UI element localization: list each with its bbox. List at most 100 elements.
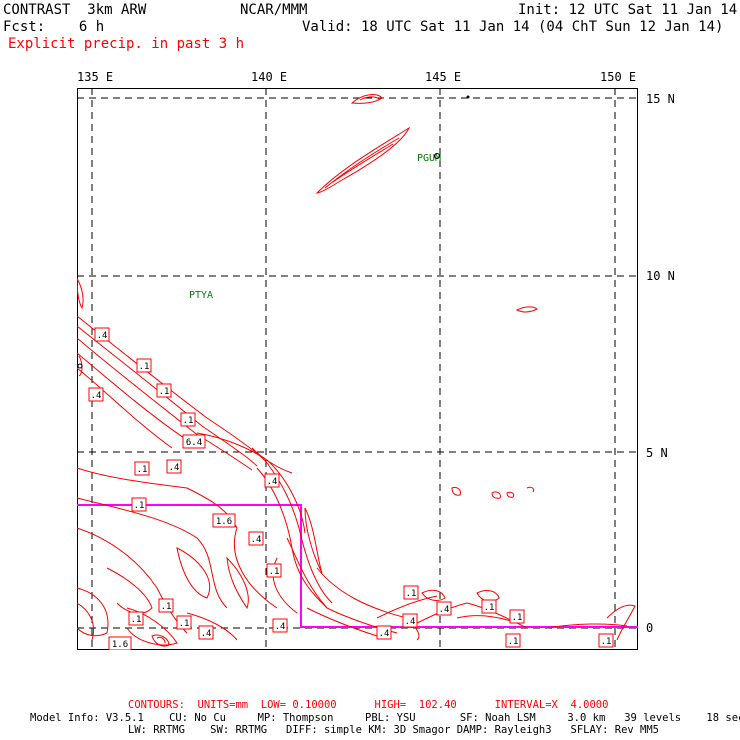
contour-label-text: .1	[134, 501, 145, 511]
contour-label-box	[272, 618, 288, 633]
contour-label-text: .4	[267, 477, 278, 487]
lat-label-5n: 5 N	[646, 446, 668, 460]
valid-time: Valid: 18 UTC Sat 11 Jan 14 (04 ChT Sun …	[302, 19, 724, 35]
contour-label-text: .4	[201, 629, 212, 639]
contour-label-box	[156, 383, 172, 398]
contour-label: .4	[94, 327, 110, 342]
model-info-line-2: LW: RRTMG SW: RRTMG DIFF: simple KM: 3D …	[128, 724, 660, 736]
contour-label-box	[481, 599, 497, 614]
contour-label-box	[598, 633, 614, 648]
contour-label-text: .1	[601, 637, 612, 647]
contour-label: .1	[266, 563, 282, 578]
island-marker-west	[77, 363, 83, 369]
contour-label: .1	[176, 615, 192, 630]
contour-label-box	[509, 609, 525, 624]
precip-map: .4 .1 .1 .4 .1 6.4 .1 .4 .4 .1 1.6 .4 .1 .1 .1 .4 .1 .1 .4…	[77, 88, 638, 650]
contour-label-box	[176, 615, 192, 630]
contour-label-box	[131, 497, 147, 512]
contour-label: .1	[134, 461, 150, 476]
contour-label: .4	[248, 531, 264, 546]
lat-label-0: 0	[646, 621, 654, 635]
contour-info: CONTOURS: UNITS=mm LOW= 0.10000 HIGH= 10…	[128, 699, 609, 711]
contour-label-text: .1	[161, 602, 172, 612]
contour-label-box	[198, 625, 214, 640]
contour-label: 6.4	[182, 434, 206, 449]
contour-label: 1.6	[108, 636, 132, 650]
contour-label-text: 6.4	[186, 438, 202, 448]
org-label: NCAR/MMM	[240, 2, 308, 18]
contour-label: .1	[158, 598, 174, 613]
contour-label-box	[128, 611, 144, 626]
contour-label-box	[136, 358, 152, 373]
contour-label-box	[505, 633, 521, 648]
lon-label-135: 135 E	[77, 70, 114, 84]
contour-label: .4	[198, 625, 214, 640]
contour-label-text: .4	[405, 617, 416, 627]
contour-label: .4	[264, 473, 280, 488]
contour-label: .1	[403, 585, 419, 600]
contour-label-text: .1	[183, 416, 194, 426]
map-border	[77, 88, 638, 650]
contour-label-box	[264, 473, 280, 488]
lon-label-145: 145 E	[425, 70, 462, 84]
contour-label-box	[158, 598, 174, 613]
contour-label: .1	[136, 358, 152, 373]
contour-label-text: .4	[97, 331, 108, 341]
init-time: Init: 12 UTC Sat 11 Jan 14	[518, 2, 738, 18]
contour-label: .1	[128, 611, 144, 626]
contour-label-text: .1	[179, 619, 190, 629]
model-title: CONTRAST 3km ARW	[3, 2, 147, 18]
contour-label-box	[402, 613, 418, 628]
contour-label-text: .4	[275, 622, 286, 632]
lat-label-15n: 15 N	[646, 92, 675, 106]
contour-label: .4	[436, 601, 452, 616]
contour-label-box	[88, 387, 104, 402]
contour-label-box	[248, 531, 264, 546]
contour-label: .4	[166, 459, 182, 474]
contour-label-box	[180, 412, 196, 427]
contour-label-box	[94, 327, 110, 342]
lat-label-10n: 10 N	[646, 269, 675, 283]
contour-label-text: .4	[439, 605, 450, 615]
station-label-ptya: PTYA	[189, 290, 213, 301]
nested-domain-box	[77, 504, 638, 628]
contour-label-box	[108, 636, 132, 650]
contour-label-box	[376, 625, 392, 640]
contour-label-box	[166, 459, 182, 474]
contour-label: .1	[509, 609, 525, 624]
model-info-line-1: Model Info: V3.5.1 CU: No Cu MP: Thompso…	[30, 712, 740, 724]
station-label-pgum: PGUM	[417, 153, 441, 164]
contour-label: .1	[505, 633, 521, 648]
contour-label: .1	[156, 383, 172, 398]
contour-label-text: .1	[131, 615, 142, 625]
contour-label-text: .1	[139, 362, 150, 372]
contour-label-text: .1	[512, 613, 523, 623]
contour-label-text: .4	[169, 463, 180, 473]
contour-label-box	[266, 563, 282, 578]
contour-label-text: .4	[91, 391, 102, 401]
station-marker-pgum	[434, 153, 440, 159]
contour-label: .4	[376, 625, 392, 640]
contour-label: .1	[131, 497, 147, 512]
precip-contours	[77, 94, 636, 647]
contour-label: .4	[272, 618, 288, 633]
lat-lon-grid	[77, 88, 638, 650]
contour-label-box	[182, 434, 206, 449]
contour-label-box	[212, 513, 236, 528]
contour-label: .1	[598, 633, 614, 648]
field-title: Explicit precip. in past 3 h	[8, 36, 245, 52]
contour-label-text: 1.6	[216, 517, 232, 527]
contour-label-box	[436, 601, 452, 616]
contour-label-text: .1	[269, 567, 280, 577]
contour-label: .1	[180, 412, 196, 427]
island-marker-north	[466, 95, 470, 99]
contour-label-text: .1	[159, 387, 170, 397]
contour-label-text: .4	[251, 535, 262, 545]
contour-label-text: .4	[379, 629, 390, 639]
contour-label: .4	[88, 387, 104, 402]
contour-label-box	[134, 461, 150, 476]
contour-label: 1.6	[212, 513, 236, 528]
lon-label-150: 150 E	[600, 70, 637, 84]
contour-label: .4	[402, 613, 418, 628]
contour-label-layer: .4 .1 .1 .4 .1 6.4 .1 .4 .4 .1 1.6 .4 .1 .1 .1 .4 .1 .1 .4…	[88, 327, 614, 650]
